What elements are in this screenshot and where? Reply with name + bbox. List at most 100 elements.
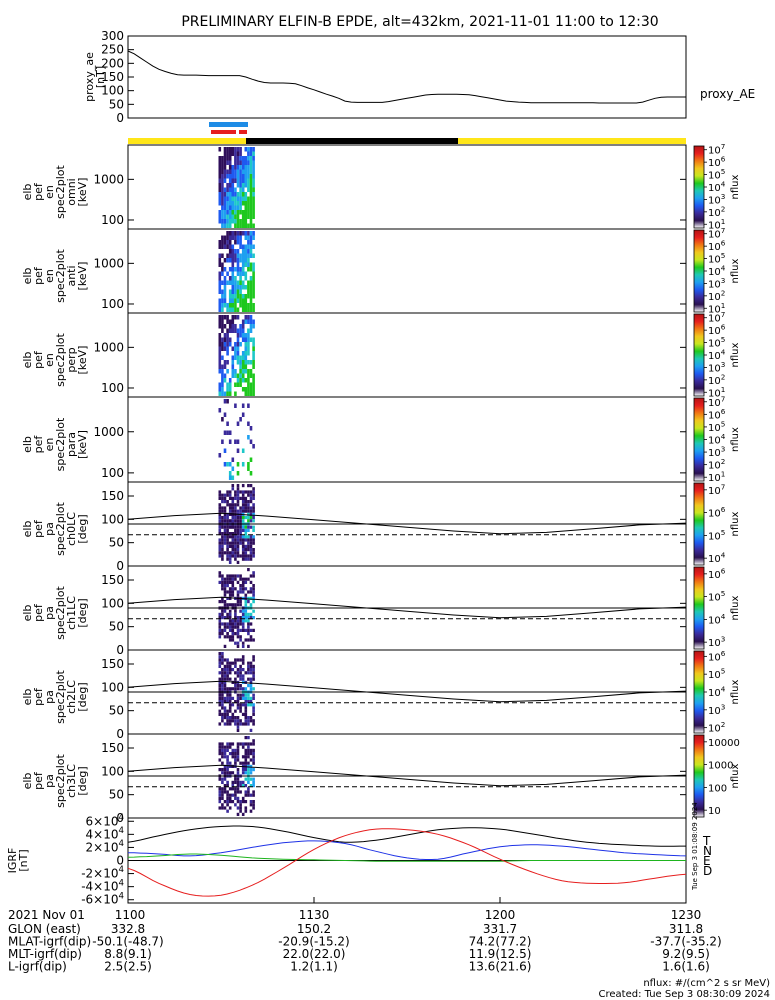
pa_ch1LC-cell (247, 622, 250, 626)
spec_omni-cell (231, 187, 235, 192)
pa_ch3LC-cell (228, 771, 232, 775)
pa_ch0LC-cell (234, 493, 237, 497)
pa_ch1LC-cell (247, 619, 250, 623)
spec_anti-cell (223, 235, 227, 240)
spec_perp-cell (239, 333, 242, 338)
pa_ch2LC-cell (244, 706, 248, 710)
spec_para-cell (241, 448, 245, 453)
pa_ch3LC-cell (244, 777, 248, 781)
spec_anti-cell (236, 249, 240, 254)
proxy-ae-ylabel: proxy_ae[nT] (83, 52, 107, 102)
spec_anti-cell (244, 262, 248, 267)
pa_ch1LC-cell (241, 590, 245, 594)
pa_ch2LC-cell (249, 664, 253, 668)
spec_omni-colorbar-scale (693, 145, 705, 229)
spec_omni-cell (239, 219, 242, 224)
pa_ch0LC-cell (221, 554, 224, 558)
pa_ch3LC-cell (221, 803, 224, 807)
pa_ch2LC-cell (247, 671, 250, 675)
spec_perp-cell (244, 391, 248, 396)
pa_ch3LC-cell (228, 745, 232, 749)
spec_omni-cell (223, 169, 227, 174)
spec_anti-cell (249, 249, 253, 254)
pa_ch0LC-cell (221, 532, 224, 536)
pa_ch1LC-cell (221, 587, 224, 591)
spec_perp-cell (247, 382, 250, 387)
spec_perp-cell (218, 346, 222, 351)
pa_ch0LC-cell (249, 541, 253, 545)
spec_perp-cell (244, 364, 248, 369)
pa_ch2LC-cell (221, 712, 224, 716)
pa_ch1LC-cell (231, 584, 235, 588)
spec_anti-cell (241, 280, 245, 285)
pa_ch2LC-cell (236, 728, 240, 732)
spec_anti-cell (236, 285, 240, 290)
spec_omni-cell (249, 147, 253, 152)
pa_ch2LC-cell (228, 696, 232, 700)
spec_anti-cell (223, 276, 227, 281)
orbit-row-label: L-igrf(dip) (8, 960, 67, 974)
pa_ch0LC-cell (228, 551, 232, 555)
pa_ch3LC-cell (249, 768, 253, 772)
pa_ch2LC-cell (247, 684, 250, 688)
spec_perp-cell (247, 360, 250, 365)
spec_anti-cell (223, 240, 227, 245)
spec_omni-cell (252, 174, 255, 179)
pa_ch0LC-cell (221, 544, 224, 548)
pa_ch2LC-cell (239, 709, 242, 713)
spec_omni-cell (247, 205, 250, 210)
spec_anti-cell (218, 307, 222, 312)
pa_ch1LC-cell (231, 635, 235, 639)
pa_ch2LC-cell (228, 700, 232, 704)
pa_ch1LC-cell (234, 603, 237, 607)
spec_omni-cell (247, 223, 250, 228)
spec_omni-cell (228, 192, 232, 197)
pa_ch2LC-cell (223, 668, 227, 672)
pa_ch0LC-cell (231, 525, 235, 529)
spec_anti-cell (249, 280, 253, 285)
pa_ch2LC-cell (236, 722, 240, 726)
spec_perp-cell (247, 346, 250, 351)
spec_anti-ylabel-line: elb (21, 268, 34, 285)
pa_ch2LC-cell (218, 696, 222, 700)
spec_perp-cell (234, 391, 237, 396)
pa_ch1LC-cell (252, 571, 255, 575)
pa_ch0LC-cell (226, 500, 229, 504)
spec_anti-ytick-label: 1000 (93, 256, 124, 270)
spec_omni-cell (221, 205, 224, 210)
pa_ch3LC-cell (218, 748, 222, 752)
pa_ch1LC-cell (249, 635, 253, 639)
spec_perp-cell (218, 382, 222, 387)
spec_perp-cell (249, 315, 253, 320)
pa_ch0LC-cell (236, 548, 240, 552)
spec_anti-cell (234, 276, 237, 281)
pa_ch2LC-cell (226, 664, 229, 668)
spec_omni-cell (247, 165, 250, 170)
spec_anti-cell (223, 294, 227, 299)
spec_omni-cell (239, 165, 242, 170)
spec_perp-cell (218, 387, 222, 392)
spec_perp-ytick-label: 100 (101, 381, 124, 395)
spec_anti-cell (223, 244, 227, 249)
spec_anti-cell (236, 235, 240, 240)
pa_ch0LC-cell (247, 554, 250, 558)
spec_perp-cell (252, 342, 255, 347)
pa_ch3LC-cell (241, 761, 245, 765)
spec_omni-cell (221, 223, 224, 228)
pa_ch3LC-cell (218, 777, 222, 781)
spec_omni-cell (244, 156, 248, 161)
spec_omni-cell (252, 214, 255, 219)
spec_omni-cell (249, 223, 253, 228)
spec_anti-cell (249, 244, 253, 249)
pa_ch1LC-cell (236, 632, 240, 636)
pa_ch2LC-cell (239, 671, 242, 675)
spec_omni-cell (244, 174, 248, 179)
pa_ch3LC-cell (244, 768, 248, 772)
spec_omni-cell (226, 214, 229, 219)
pa_ch1LC-cell (231, 622, 235, 626)
pa_ch3LC-cell (247, 736, 250, 740)
spec_perp-cell (247, 315, 250, 320)
spec_para-ylabel-line: pef (32, 435, 45, 454)
